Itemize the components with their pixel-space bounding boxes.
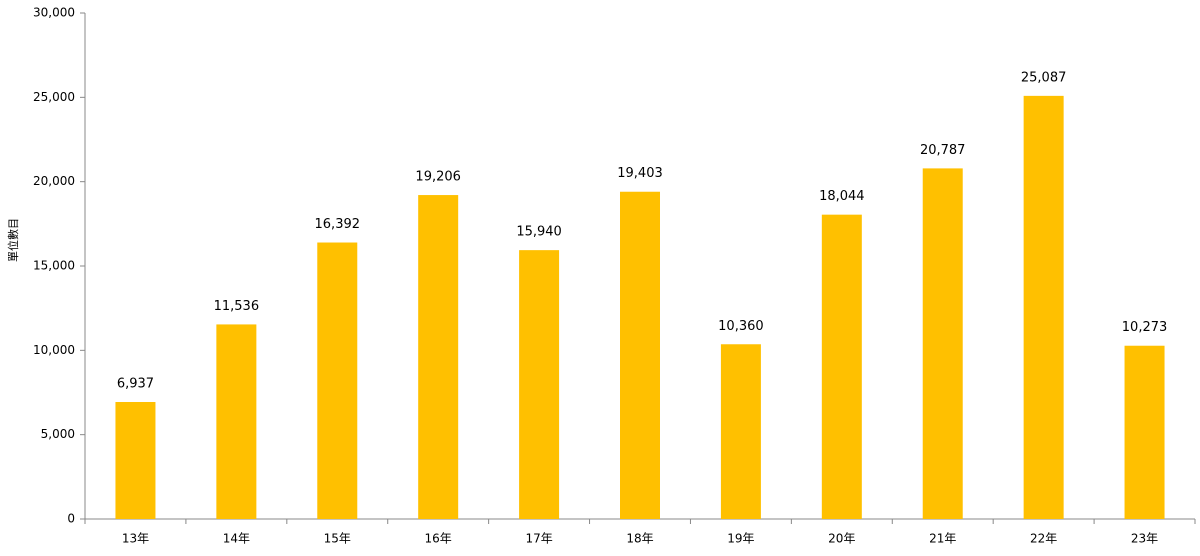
value-label: 6,937 (117, 376, 154, 391)
y-tick-label: 0 (67, 512, 75, 526)
x-tick-label: 15年 (324, 532, 351, 546)
y-tick-label: 5,000 (41, 427, 75, 441)
y-tick-label: 15,000 (33, 259, 75, 273)
y-tick-label: 25,000 (33, 90, 75, 104)
x-tick-label: 18年 (626, 532, 653, 546)
x-tick-label: 22年 (1030, 532, 1057, 546)
bar (620, 191, 660, 519)
bar (821, 214, 862, 519)
value-label: 19,403 (617, 166, 663, 181)
y-tick-label: 30,000 (33, 6, 75, 20)
y-axis-label: 單位數目 (6, 218, 20, 262)
bar (418, 195, 459, 519)
bar (317, 242, 358, 519)
x-tick-label: 23年 (1131, 532, 1158, 546)
value-label: 11,536 (214, 299, 260, 314)
bar (115, 401, 156, 519)
y-tick-label: 20,000 (33, 174, 75, 188)
value-label: 15,940 (516, 225, 562, 240)
bar (720, 344, 761, 519)
x-tick-label: 20年 (828, 532, 855, 546)
bar (1023, 95, 1064, 519)
x-tick-label: 16年 (425, 532, 452, 546)
bar (1124, 345, 1165, 519)
bar (519, 250, 560, 520)
x-tick-label: 14年 (223, 532, 250, 546)
value-label: 16,392 (315, 217, 361, 232)
value-label: 10,360 (718, 319, 764, 334)
x-tick-label: 19年 (727, 532, 754, 546)
value-label: 19,206 (415, 170, 461, 185)
value-label: 25,087 (1021, 70, 1067, 85)
y-tick-label: 10,000 (33, 343, 75, 357)
x-tick-label: 13年 (122, 532, 149, 546)
x-tick-label: 17年 (525, 532, 552, 546)
value-label: 18,044 (819, 189, 865, 204)
bar (922, 168, 963, 520)
bar (216, 324, 257, 519)
x-tick-label: 21年 (929, 532, 956, 546)
value-label: 10,273 (1122, 320, 1168, 335)
value-label: 20,787 (920, 143, 966, 158)
